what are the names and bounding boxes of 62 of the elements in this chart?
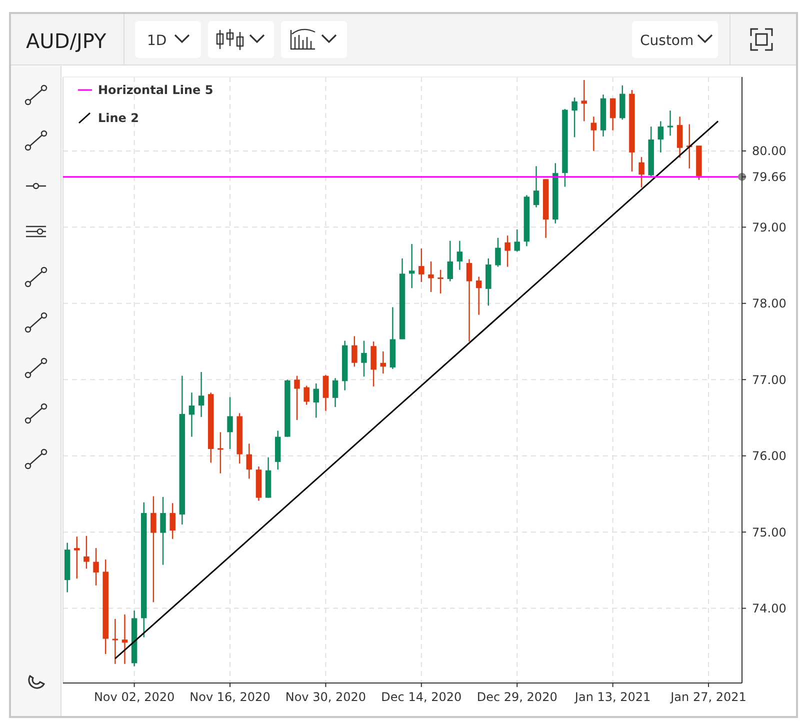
y-tick-label: 77.00 (752, 372, 786, 387)
candlestick (93, 547, 99, 586)
y-tick-label: 78.00 (752, 296, 786, 311)
candlestick (352, 336, 358, 368)
x-tick-label: Jan 27, 2021 (670, 690, 746, 704)
y-tick-label: 76.00 (752, 449, 786, 464)
y-tick-label: 75.00 (752, 525, 786, 540)
candlestick (581, 79, 587, 122)
y-tick-label: 79.66 (752, 170, 786, 184)
candlestick (218, 432, 224, 474)
candlestick (332, 377, 338, 408)
candlestick (667, 110, 674, 136)
candlestick (294, 375, 300, 421)
candlestick (84, 535, 90, 570)
candlestick (572, 96, 578, 138)
x-tick-label: Jan 13, 2021 (574, 690, 651, 704)
y-tick-label: 80.00 (752, 144, 786, 158)
chart-title: AUD/JPY (26, 29, 107, 53)
candlestick (322, 374, 329, 412)
candlestick (610, 98, 616, 131)
legend-label: Horizontal Line 5 (98, 83, 214, 98)
candlestick (150, 496, 156, 603)
candlestick (170, 502, 176, 540)
candlestick (370, 340, 376, 388)
candlestick (246, 443, 252, 480)
candlestick (428, 260, 434, 293)
candlestick (74, 536, 80, 580)
candlestick (313, 382, 319, 418)
candlestick (504, 234, 510, 268)
candlestick (447, 240, 453, 282)
candlestick (676, 116, 683, 158)
candlestick (456, 240, 463, 270)
candlestick (122, 614, 128, 665)
candlestick (476, 276, 482, 316)
x-tick-label: Dec 14, 2020 (381, 690, 462, 704)
candlestick (514, 228, 520, 252)
candlestick (361, 340, 367, 378)
candlestick (418, 248, 424, 283)
legend-label: Line 2 (98, 111, 139, 126)
candlestick (590, 116, 597, 152)
y-tick-label: 74.00 (752, 602, 786, 616)
x-tick-label: Nov 30, 2020 (285, 690, 366, 704)
candlestick (408, 243, 415, 289)
candlestick (438, 269, 444, 294)
candlestick (112, 618, 118, 665)
candlestick (466, 258, 472, 342)
x-tick-label: Dec 29, 2020 (476, 690, 558, 704)
x-tick-label: Nov 02, 2020 (94, 690, 175, 704)
candlestick (533, 166, 540, 208)
candlestick (638, 156, 644, 188)
candlestick (188, 392, 195, 438)
candlestick (227, 396, 233, 450)
text: Custom (640, 33, 694, 49)
candlestick (304, 385, 310, 406)
text: 1D (147, 33, 167, 49)
y-tick-label: 79.00 (752, 220, 786, 234)
candlestick (495, 237, 501, 268)
candlestick (198, 371, 204, 418)
candlestick (658, 120, 664, 154)
x-tick-label: Nov 16, 2020 (190, 690, 270, 704)
candlestick (380, 350, 386, 374)
candlestick (160, 496, 166, 566)
